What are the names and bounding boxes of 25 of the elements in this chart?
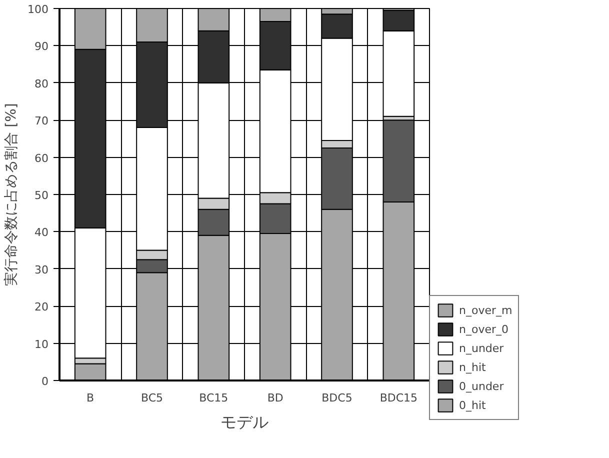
legend-label: n_over_0 [459,322,508,337]
x-tick-label: BC5 [140,392,164,404]
y-tick-label: 70 [34,114,49,128]
y-axis-title: 実行命令数に占める割合 [%] [4,103,20,286]
legend-label: 0_hit [459,398,486,413]
legend-label: 0_under [459,378,504,394]
y-tick-label: 100 [28,3,49,16]
x-axis-title: モデル [220,412,268,432]
y-tick-label: 40 [34,226,49,240]
x-tick-label: BD [267,392,284,404]
legend-label: n_over_m [459,302,512,318]
y-tick-label: 50 [34,189,49,202]
y-tick-label: 90 [34,40,49,54]
legend-label: n_under [459,340,504,356]
y-tick-label: 80 [34,77,49,90]
y-tick-label: 60 [34,152,49,165]
x-tick-label: BDC5 [322,392,352,404]
y-tick-label: 10 [34,338,49,351]
y-tick-label: 30 [34,263,49,276]
x-tick-label: BC15 [199,392,228,404]
legend-label: n_hit [459,360,486,375]
x-tick-label: B [86,392,94,404]
x-tick-label: BDC15 [380,392,418,404]
y-tick-label: 20 [34,300,49,314]
y-tick-label: 0 [42,375,48,388]
